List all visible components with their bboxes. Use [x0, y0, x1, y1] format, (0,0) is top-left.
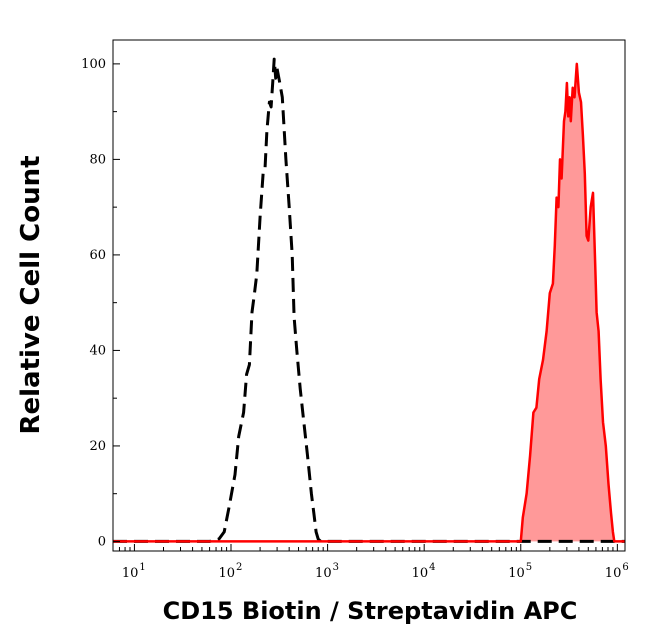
x-tick-label: 10: [122, 566, 139, 581]
x-tick-exponent: 4: [429, 562, 435, 573]
x-tick-exponent: 6: [622, 562, 628, 573]
y-tick-label: 80: [89, 152, 106, 167]
x-tick-label: 10: [508, 566, 525, 581]
series-line-0: [113, 57, 625, 543]
series-line-1: [113, 62, 625, 543]
x-tick-exponent: 5: [526, 562, 532, 573]
plot-frame: [112, 39, 626, 552]
x-tick-exponent: 3: [333, 562, 339, 573]
y-tick-label: 0: [98, 534, 106, 549]
y-axis-label: Relative Cell Count: [16, 155, 46, 434]
x-tick-label: 10: [605, 566, 622, 581]
x-tick-exponent: 2: [236, 562, 242, 573]
x-tick-label: 10: [218, 566, 235, 581]
series-fill-1: [113, 63, 625, 542]
y-tick-label: 20: [89, 439, 106, 454]
y-tick-label: 40: [89, 343, 106, 358]
x-tick-label: 10: [315, 566, 332, 581]
x-tick-label: 10: [412, 566, 429, 581]
x-tick-exponent: 1: [139, 562, 145, 573]
y-tick-label: 60: [89, 248, 106, 263]
y-tick-label: 100: [81, 57, 106, 72]
x-axis-label: CD15 Biotin / Streptavidin APC: [163, 597, 578, 625]
